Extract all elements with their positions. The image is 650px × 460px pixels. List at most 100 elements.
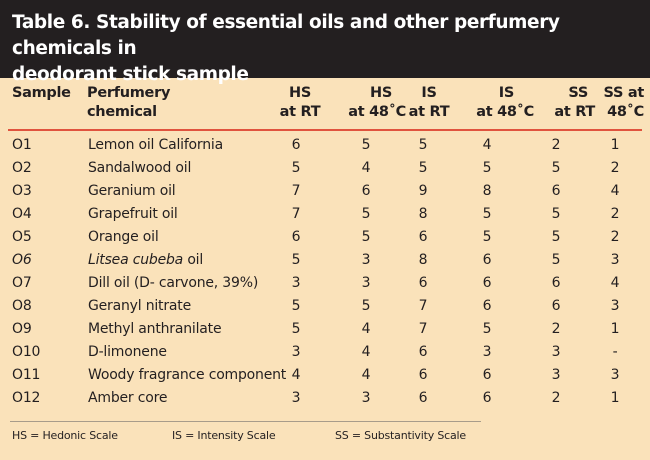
ss-48-value: 3 <box>610 252 620 268</box>
ss-rt-value: 6 <box>551 298 561 314</box>
table-row: O5 Orange oil 6 5 6 5 5 2 <box>0 226 650 249</box>
sample-id: O7 <box>12 275 32 291</box>
is-48-value: 5 <box>482 229 492 245</box>
hs-rt-value: 6 <box>291 137 301 153</box>
hs-rt-value: 4 <box>291 367 301 383</box>
hs-48-value: 4 <box>361 344 371 360</box>
column-header-is-rt: IS at RT <box>408 85 450 120</box>
is-rt-value: 5 <box>418 137 428 153</box>
is-rt-value: 9 <box>418 183 428 199</box>
hs-rt-value: 3 <box>291 390 301 406</box>
chemical-name: Lemon oil California <box>88 137 223 153</box>
is-48-value: 6 <box>482 252 492 268</box>
hs-rt-value: 6 <box>291 229 301 245</box>
is-48-value: 5 <box>482 321 492 337</box>
column-header-hs-48: HS at 48˚C <box>348 85 406 120</box>
is-rt-value: 8 <box>418 252 428 268</box>
chemical-name: Grapefruit oil <box>88 206 178 222</box>
legend-substantivity-scale: SS = Substantivity Scale <box>335 429 466 442</box>
chemical-name-italic: Litsea cubeba <box>88 252 184 268</box>
chemical-name: Orange oil <box>88 229 159 245</box>
sample-id: O10 <box>12 344 41 360</box>
sample-id: O4 <box>12 206 32 222</box>
column-header-ss-rt: SS at RT <box>554 85 595 120</box>
header-divider <box>8 129 642 131</box>
chemical-name-suffix: oil <box>183 252 204 268</box>
sample-id: O5 <box>12 229 32 245</box>
hs-48-value: 5 <box>361 206 371 222</box>
is-rt-value: 5 <box>418 160 428 176</box>
hs-48-value: 3 <box>361 275 371 291</box>
table-row: O11 Woody fragrance component 4 4 6 6 3 … <box>0 364 650 387</box>
table-title-line-2: deodorant stick sample <box>12 64 249 85</box>
hs-48-value: 5 <box>361 137 371 153</box>
legend-hedonic-scale: HS = Hedonic Scale <box>12 429 118 442</box>
column-header-is-48: IS at 48˚C <box>476 85 534 120</box>
ss-48-value: 1 <box>610 321 620 337</box>
sample-id: O9 <box>12 321 32 337</box>
hs-48-value: 4 <box>361 160 371 176</box>
table-row: O4 Grapefruit oil 7 5 8 5 5 2 <box>0 203 650 226</box>
is-rt-value: 6 <box>418 229 428 245</box>
is-rt-value: 6 <box>418 275 428 291</box>
ss-rt-value: 5 <box>551 206 561 222</box>
table-title: Table 6. Stability of essential oils and… <box>0 0 650 85</box>
sample-id: O1 <box>12 137 32 153</box>
ss-rt-value: 5 <box>551 229 561 245</box>
is-rt-value: 6 <box>418 390 428 406</box>
ss-48-value: 4 <box>610 183 620 199</box>
is-48-value: 5 <box>482 206 492 222</box>
is-rt-value: 8 <box>418 206 428 222</box>
ss-rt-value: 2 <box>551 390 561 406</box>
chemical-name: Methyl anthranilate <box>88 321 222 337</box>
sample-id: O2 <box>12 160 32 176</box>
ss-48-value: 4 <box>610 275 620 291</box>
is-48-value: 6 <box>482 298 492 314</box>
table-row: O7 Dill oil (D- carvone, 39%) 3 3 6 6 6 … <box>0 272 650 295</box>
table-row: O6 Litsea cubeba oil 5 3 8 6 5 3 <box>0 249 650 272</box>
hs-48-value: 4 <box>361 321 371 337</box>
chemical-name: Geranium oil <box>88 183 176 199</box>
ss-48-value: 3 <box>610 367 620 383</box>
ss-rt-value: 6 <box>551 183 561 199</box>
sample-id: O3 <box>12 183 32 199</box>
sample-id: O11 <box>12 367 41 383</box>
chemical-name: Geranyl nitrate <box>88 298 191 314</box>
table-row: O9 Methyl anthranilate 5 4 7 5 2 1 <box>0 318 650 341</box>
hs-rt-value: 7 <box>291 183 301 199</box>
ss-48-value: 2 <box>610 229 620 245</box>
column-header-chemical: Perfumery chemical <box>87 85 171 120</box>
column-header-sample: Sample <box>12 85 71 101</box>
ss-48-value: 3 <box>610 298 620 314</box>
ss-rt-value: 2 <box>551 321 561 337</box>
is-48-value: 8 <box>482 183 492 199</box>
table-row: O10 D-limonene 3 4 6 3 3 - <box>0 341 650 364</box>
hs-rt-value: 5 <box>291 298 301 314</box>
hs-rt-value: 7 <box>291 206 301 222</box>
table-row: O1 Lemon oil California 6 5 5 4 2 1 <box>0 134 650 157</box>
ss-48-value: 1 <box>610 390 620 406</box>
chemical-name: Amber core <box>88 390 168 406</box>
ss-rt-value: 5 <box>551 160 561 176</box>
is-48-value: 4 <box>482 137 492 153</box>
hs-48-value: 3 <box>361 390 371 406</box>
column-header-ss-48: SS at 48˚C <box>603 85 645 120</box>
is-48-value: 3 <box>482 344 492 360</box>
ss-48-value: 1 <box>610 137 620 153</box>
chemical-name: Litsea cubeba oil <box>88 249 203 272</box>
ss-rt-value: 3 <box>551 344 561 360</box>
table-row: O3 Geranium oil 7 6 9 8 6 4 <box>0 180 650 203</box>
ss-48-value: 2 <box>610 206 620 222</box>
is-rt-value: 7 <box>418 321 428 337</box>
is-rt-value: 6 <box>418 344 428 360</box>
footer-divider <box>10 421 481 422</box>
is-48-value: 6 <box>482 390 492 406</box>
hs-rt-value: 3 <box>291 275 301 291</box>
hs-48-value: 5 <box>361 229 371 245</box>
column-header-hs-rt: HS at RT <box>279 85 321 120</box>
hs-48-value: 5 <box>361 298 371 314</box>
chemical-name: D-limonene <box>88 344 167 360</box>
chemical-name: Dill oil (D- carvone, 39%) <box>88 275 259 291</box>
table-title-line-1: Table 6. Stability of essential oils and… <box>12 12 560 59</box>
hs-rt-value: 5 <box>291 160 301 176</box>
